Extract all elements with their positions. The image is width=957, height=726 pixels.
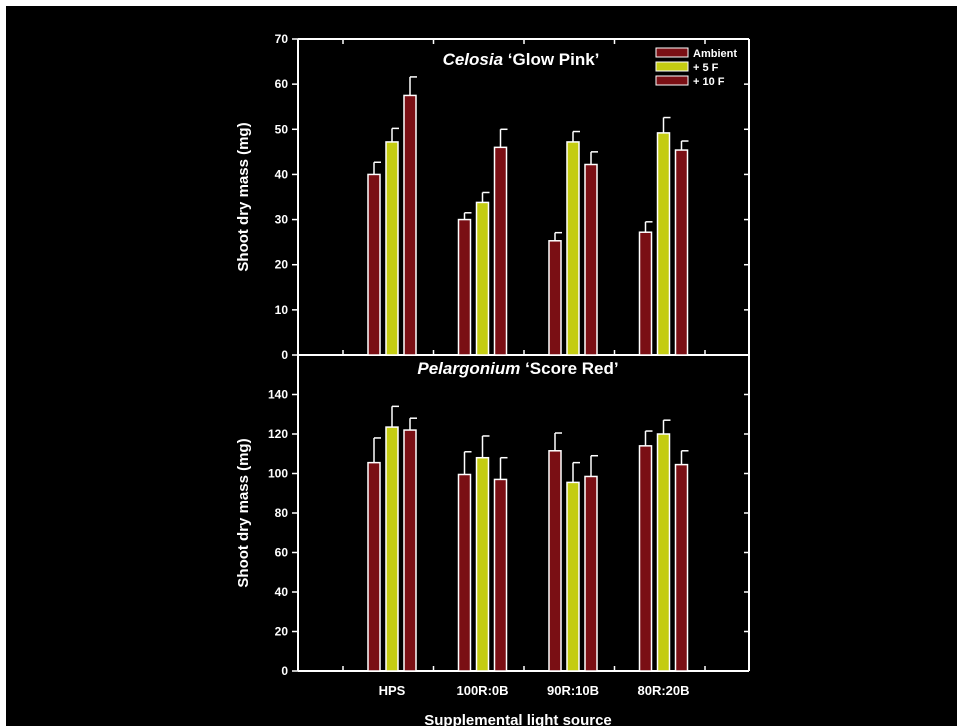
y-tick-label-pelargonium: 20 <box>275 625 289 639</box>
y-tick-label-pelargonium: 120 <box>268 427 288 441</box>
panel-celosia: 0 10 20 30 40 50 60 70 Shoot dry mass (mg) Celosi… <box>235 32 750 362</box>
bar-celosia-ambient-1 <box>367 173 381 356</box>
bar-pelargonium-5f-3 <box>566 481 580 672</box>
y-tick-label-celosia: 40 <box>275 167 289 181</box>
legend-label: + 10 F <box>693 76 725 88</box>
chart-svg: 0 10 20 30 40 50 60 70 Shoot dry mass (mg) Celosi… <box>235 32 750 726</box>
x-tick-label: HPS <box>379 683 406 698</box>
y-axis-title-pelargonium: Shoot dry mass (mg) <box>235 438 252 587</box>
panel-title-pelargonium: Pelargonium ‘Score Red’ <box>417 359 618 378</box>
legend: Ambient + 5 F + 10 F <box>655 47 737 88</box>
x-tick-label: 90R:10B <box>547 683 599 698</box>
bar-pelargonium-10f-3 <box>584 475 598 672</box>
bar-pelargonium-5f-1 <box>385 426 399 672</box>
y-tick-label-pelargonium: 60 <box>275 546 289 560</box>
y-axis-title-celosia: Shoot dry mass (mg) <box>235 122 252 271</box>
x-axis-title: Supplemental light source <box>424 712 612 726</box>
panel-title-celosia: Celosia ‘Glow Pink’ <box>443 50 600 69</box>
legend-swatch <box>655 61 689 72</box>
legend-swatch <box>655 75 689 86</box>
bar-celosia-ambient-4 <box>638 231 653 356</box>
bar-celosia-5f-2 <box>475 201 490 356</box>
bar-celosia-10f-2 <box>493 146 508 356</box>
y-tick-label-celosia: 30 <box>275 213 289 227</box>
y-tick-label-celosia: 70 <box>275 32 289 46</box>
bar-pelargonium-ambient-2 <box>457 473 472 672</box>
legend-swatch <box>655 47 689 58</box>
bar-celosia-10f-4 <box>674 149 689 356</box>
bar-pelargonium-5f-4 <box>656 433 671 672</box>
bar-pelargonium-ambient-3 <box>548 450 562 672</box>
y-tick-label-pelargonium: 40 <box>275 585 289 599</box>
y-tick-label-pelargonium: 0 <box>281 664 288 678</box>
y-tick-label-pelargonium: 80 <box>275 506 289 520</box>
x-tick-label: 80R:20B <box>637 683 689 698</box>
bar-celosia-5f-3 <box>566 141 580 356</box>
bar-pelargonium-10f-4 <box>674 463 689 672</box>
bar-celosia-5f-1 <box>385 141 399 356</box>
y-tick-label-celosia: 60 <box>275 77 289 91</box>
legend-label: Ambient <box>693 48 737 60</box>
x-axis-labels: HPS 100R:0B 90R:10B 80R:20B <box>379 683 690 698</box>
y-tick-label-celosia: 20 <box>275 258 289 272</box>
y-tick-label-pelargonium: 140 <box>268 388 288 402</box>
y-tick-label-celosia: 0 <box>281 348 288 362</box>
bar-celosia-10f-1 <box>403 94 417 356</box>
bar-pelargonium-10f-2 <box>493 478 508 672</box>
y-tick-label-celosia: 10 <box>275 303 289 317</box>
y-tick-label-celosia: 50 <box>275 122 289 136</box>
legend-label: + 5 F <box>693 62 719 74</box>
chart-frame: 0 10 20 30 40 50 60 70 Shoot dry mass (mg) Celosi… <box>6 6 957 726</box>
bar-celosia-ambient-2 <box>457 218 472 356</box>
panel-pelargonium: 0 20 40 60 80 100 120 140 Shoot dry mass (mg) Pel… <box>235 355 750 678</box>
bar-pelargonium-ambient-1 <box>367 461 381 672</box>
bar-pelargonium-ambient-4 <box>638 445 653 672</box>
y-tick-label-pelargonium: 100 <box>268 467 288 481</box>
bar-pelargonium-5f-2 <box>475 456 490 672</box>
bar-celosia-ambient-3 <box>548 240 562 356</box>
bar-pelargonium-10f-1 <box>403 429 417 672</box>
x-tick-label: 100R:0B <box>456 683 508 698</box>
bar-celosia-5f-4 <box>656 132 671 356</box>
bar-celosia-10f-3 <box>584 163 598 356</box>
